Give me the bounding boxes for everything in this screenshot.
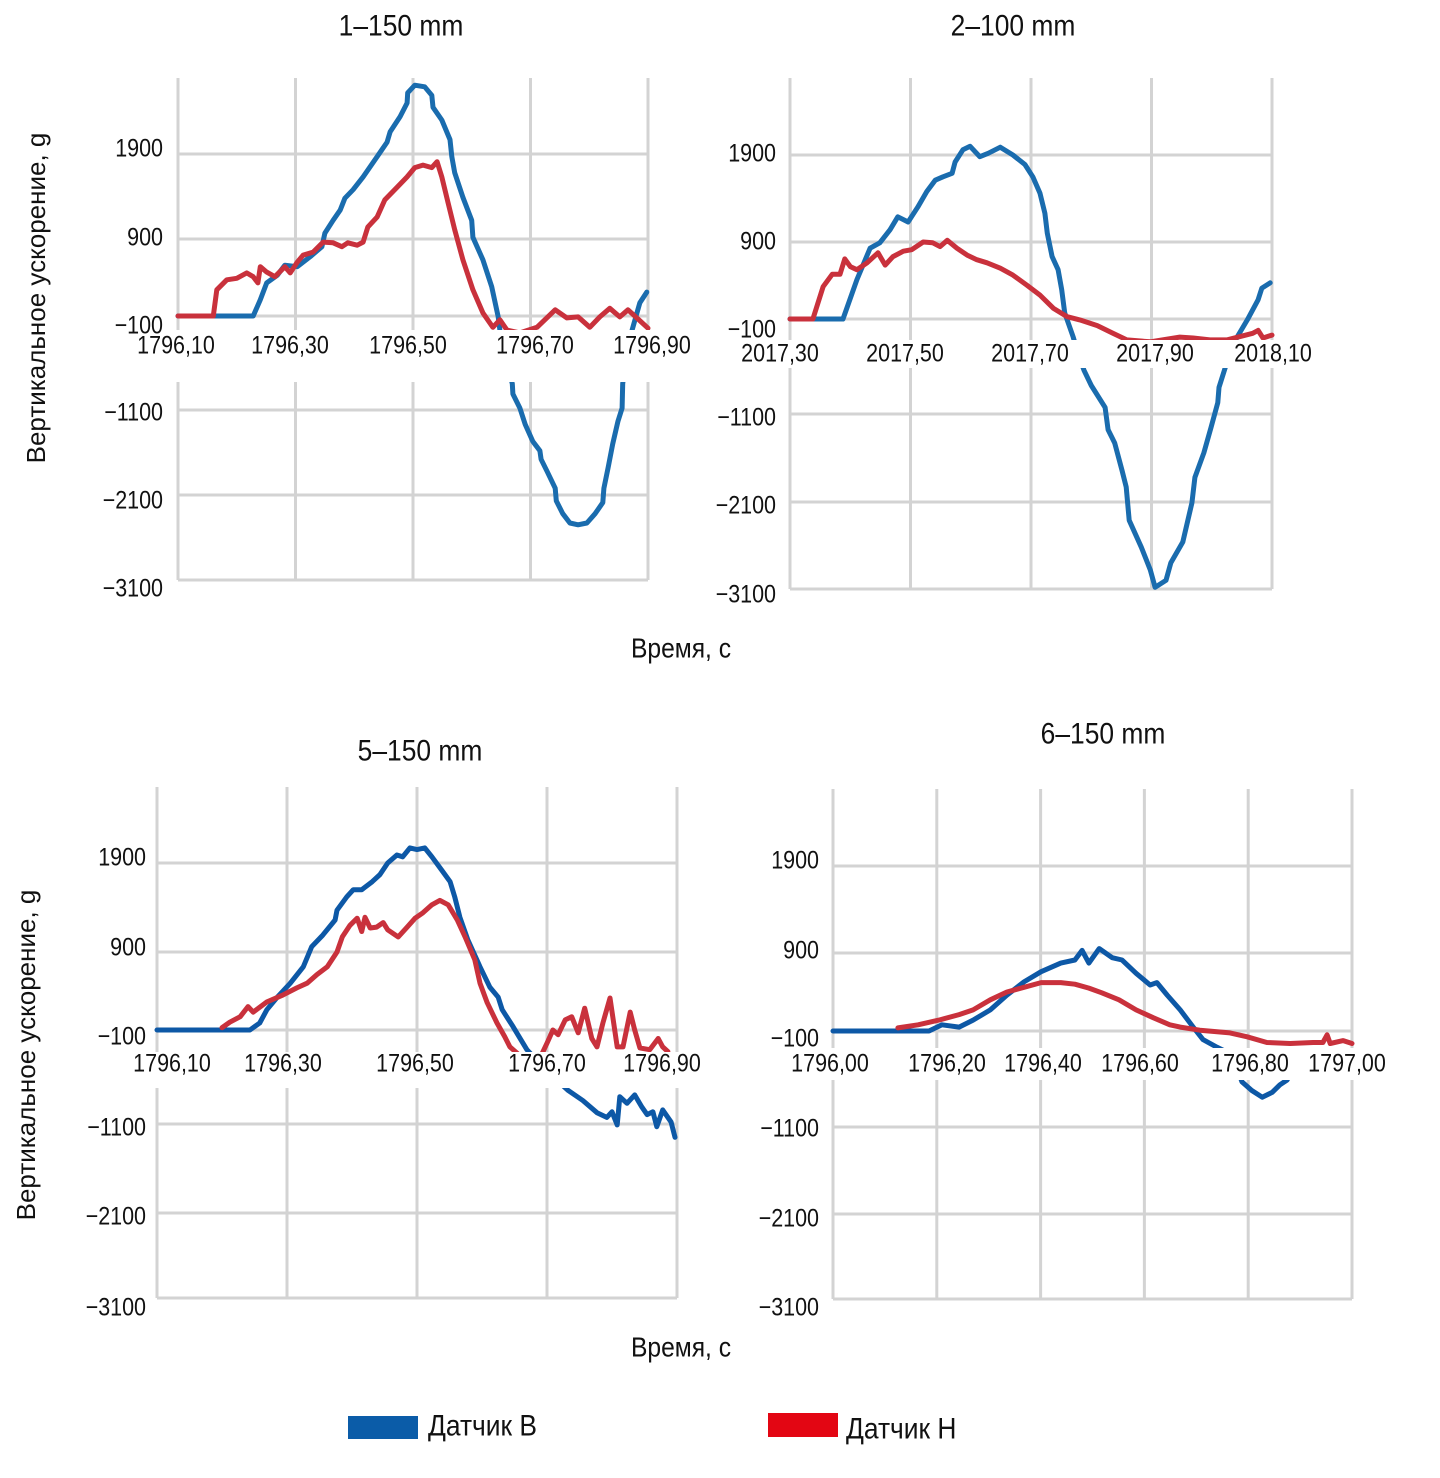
axis-break-band <box>151 1052 683 1088</box>
y-tick-label: 900 <box>740 227 776 255</box>
x-tick-label: 1796,00 <box>791 1049 869 1077</box>
chart-panel-2-100mm: 1900 900 −100 −1100 −2100 −3100 2017,30 2017,50… <box>716 78 1312 608</box>
legend-item-datchik-v: Датчик В <box>348 1408 537 1442</box>
x-tick-label: 1796,10 <box>137 331 215 359</box>
x-tick-label: 1796,50 <box>369 331 447 359</box>
y-tick-label: −3100 <box>103 574 163 602</box>
x-tick-label: 1796,80 <box>1211 1049 1289 1077</box>
y-tick-label: −100 <box>115 311 163 339</box>
legend-label: Датчик Н <box>846 1411 957 1445</box>
y-tick-label: −100 <box>728 315 776 343</box>
legend-item-datchik-n: Датчик Н <box>768 1411 957 1445</box>
series-group <box>154 845 678 1140</box>
y-tick-label: −100 <box>98 1022 146 1050</box>
y-tick-label: 1900 <box>771 846 819 874</box>
series-line-datchik-n <box>175 159 651 336</box>
legend-swatch-blue <box>348 1416 418 1439</box>
y-tick-label: 1900 <box>728 139 776 167</box>
x-tick-label: 1796,60 <box>1101 1049 1179 1077</box>
x-axis-title: Время, с <box>631 1331 731 1363</box>
y-tick-label: −1100 <box>104 398 163 426</box>
chart-title: 6–150 mm <box>1041 716 1166 750</box>
x-tick-label: 1796,50 <box>376 1049 454 1077</box>
y-tick-label: −1100 <box>760 1114 819 1142</box>
axis-break-band <box>827 1048 1358 1080</box>
y-tick-label: −2100 <box>716 491 776 519</box>
y-tick-label: −3100 <box>759 1293 819 1321</box>
y-tick-label: 1900 <box>98 843 146 871</box>
chart-title: 5–150 mm <box>358 733 483 767</box>
y-tick-label: −2100 <box>86 1202 146 1230</box>
x-tick-label: 2017,30 <box>741 339 819 367</box>
chart-panel-6-150mm: 1900 900 −100 −1100 −2100 −3100 1796,00 1796,20… <box>759 789 1386 1321</box>
y-tick-label: −1100 <box>87 1113 146 1141</box>
series-group <box>830 946 1355 1100</box>
y-axis-title: Вертикальное ускорение, g <box>21 133 51 464</box>
chart-panel-1-150mm: 1900 900 −100 −1100 −2100 −3100 1796,10 1796,30… <box>103 78 691 602</box>
y-tick-label: −100 <box>771 1024 819 1052</box>
y-tick-label: −3100 <box>86 1293 146 1321</box>
y-tick-label: −1100 <box>717 403 776 431</box>
y-axis-title: Вертикальное ускорение, g <box>11 890 41 1221</box>
axis-break-band <box>172 330 654 382</box>
y-tick-label: 1900 <box>115 134 163 162</box>
series-line-datchik-v <box>175 82 650 528</box>
y-tick-label: −3100 <box>716 580 776 608</box>
x-axis-title: Время, с <box>631 632 731 664</box>
series-line-datchik-v <box>154 845 678 1140</box>
legend: Датчик В Датчик Н <box>348 1408 957 1445</box>
grid <box>176 78 650 582</box>
chart-panel-5-150mm: 1900 900 −100 −1100 −2100 −3100 1796,10 1796,30… <box>86 787 701 1321</box>
axis-break-band <box>784 340 1278 368</box>
y-tick-label: 900 <box>783 936 819 964</box>
x-tick-label: 1796,90 <box>623 1049 701 1077</box>
y-tick-label: −2100 <box>759 1204 819 1232</box>
y-tick-label: −2100 <box>103 486 163 514</box>
x-tick-label: 2017,50 <box>866 339 944 367</box>
x-tick-label: 1796,30 <box>244 1049 322 1077</box>
series-group <box>787 143 1275 590</box>
x-tick-label: 1796,70 <box>508 1049 586 1077</box>
x-tick-label: 2018,10 <box>1234 339 1312 367</box>
grid <box>788 78 1274 591</box>
y-tick-label: 900 <box>127 223 163 251</box>
x-tick-label: 1796,40 <box>1004 1049 1082 1077</box>
series-group <box>175 82 651 528</box>
series-line-datchik-v <box>787 143 1273 590</box>
chart-title: 1–150 mm <box>339 8 464 42</box>
y-tick-label: 900 <box>110 933 146 961</box>
x-tick-label: 1796,20 <box>908 1049 986 1077</box>
x-tick-label: 2017,70 <box>991 339 1069 367</box>
series-line-datchik-n <box>219 897 671 1066</box>
series-line-datchik-n <box>895 980 1355 1046</box>
legend-swatch-red <box>768 1413 838 1437</box>
series-line-datchik-n <box>787 237 1275 345</box>
legend-label: Датчик В <box>428 1408 537 1442</box>
x-tick-label: 1796,30 <box>251 331 329 359</box>
chart-title: 2–100 mm <box>951 8 1076 42</box>
x-tick-label: 1796,90 <box>613 331 691 359</box>
x-tick-label: 1796,10 <box>133 1049 211 1077</box>
series-line-datchik-v <box>830 946 1298 1100</box>
x-tick-label: 2017,90 <box>1116 339 1194 367</box>
x-tick-label: 1796,70 <box>496 331 574 359</box>
x-tick-label: 1797,00 <box>1308 1049 1386 1077</box>
